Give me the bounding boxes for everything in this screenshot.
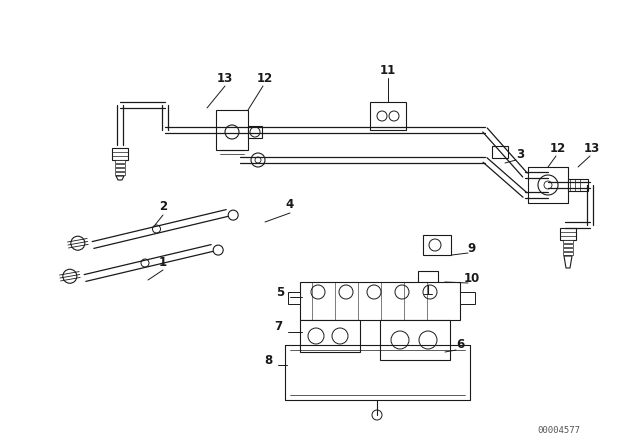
Bar xyxy=(563,252,573,255)
Bar xyxy=(492,146,508,158)
Circle shape xyxy=(311,285,325,299)
Bar xyxy=(568,179,588,191)
Bar xyxy=(563,244,573,247)
Bar xyxy=(460,292,475,304)
Bar xyxy=(300,282,460,320)
Circle shape xyxy=(538,175,558,195)
Bar xyxy=(563,248,573,251)
Text: 5: 5 xyxy=(276,285,284,298)
Text: 7: 7 xyxy=(274,320,282,333)
Circle shape xyxy=(429,239,441,251)
Bar xyxy=(115,160,125,163)
Polygon shape xyxy=(564,256,572,268)
Circle shape xyxy=(141,259,149,267)
Polygon shape xyxy=(116,176,124,180)
Bar xyxy=(563,240,573,243)
Text: 6: 6 xyxy=(456,339,464,352)
Circle shape xyxy=(71,236,85,250)
Circle shape xyxy=(63,269,77,283)
Bar xyxy=(418,271,438,285)
Bar xyxy=(115,168,125,171)
Text: 3: 3 xyxy=(516,148,524,161)
Text: 11: 11 xyxy=(380,64,396,77)
Bar xyxy=(288,292,300,304)
Text: 12: 12 xyxy=(550,142,566,155)
Circle shape xyxy=(152,225,161,233)
Bar xyxy=(112,148,128,160)
Circle shape xyxy=(395,285,409,299)
Bar xyxy=(380,320,450,360)
Bar xyxy=(423,235,451,255)
Circle shape xyxy=(213,245,223,255)
Text: 1: 1 xyxy=(159,255,167,268)
Circle shape xyxy=(228,210,238,220)
Bar xyxy=(300,320,360,352)
Text: 00004577: 00004577 xyxy=(537,426,580,435)
Text: 4: 4 xyxy=(286,198,294,211)
Text: 12: 12 xyxy=(257,72,273,85)
Circle shape xyxy=(391,331,409,349)
Text: 9: 9 xyxy=(468,241,476,254)
Text: 2: 2 xyxy=(159,201,167,214)
Circle shape xyxy=(225,125,239,139)
Text: 13: 13 xyxy=(217,72,233,85)
Text: 10: 10 xyxy=(464,271,480,284)
Circle shape xyxy=(308,328,324,344)
Circle shape xyxy=(419,331,437,349)
Circle shape xyxy=(332,328,348,344)
Bar xyxy=(216,110,248,150)
Circle shape xyxy=(544,181,552,189)
Circle shape xyxy=(372,410,382,420)
Circle shape xyxy=(255,157,261,163)
Bar xyxy=(115,172,125,175)
Circle shape xyxy=(367,285,381,299)
Bar xyxy=(370,102,406,130)
Text: 13: 13 xyxy=(584,142,600,155)
Circle shape xyxy=(250,127,260,137)
Circle shape xyxy=(339,285,353,299)
Circle shape xyxy=(423,285,437,299)
Circle shape xyxy=(251,153,265,167)
Circle shape xyxy=(389,111,399,121)
Bar xyxy=(528,167,568,203)
Bar xyxy=(115,164,125,167)
Bar xyxy=(248,126,262,138)
Text: 8: 8 xyxy=(264,353,272,366)
Circle shape xyxy=(377,111,387,121)
Bar xyxy=(560,228,576,240)
